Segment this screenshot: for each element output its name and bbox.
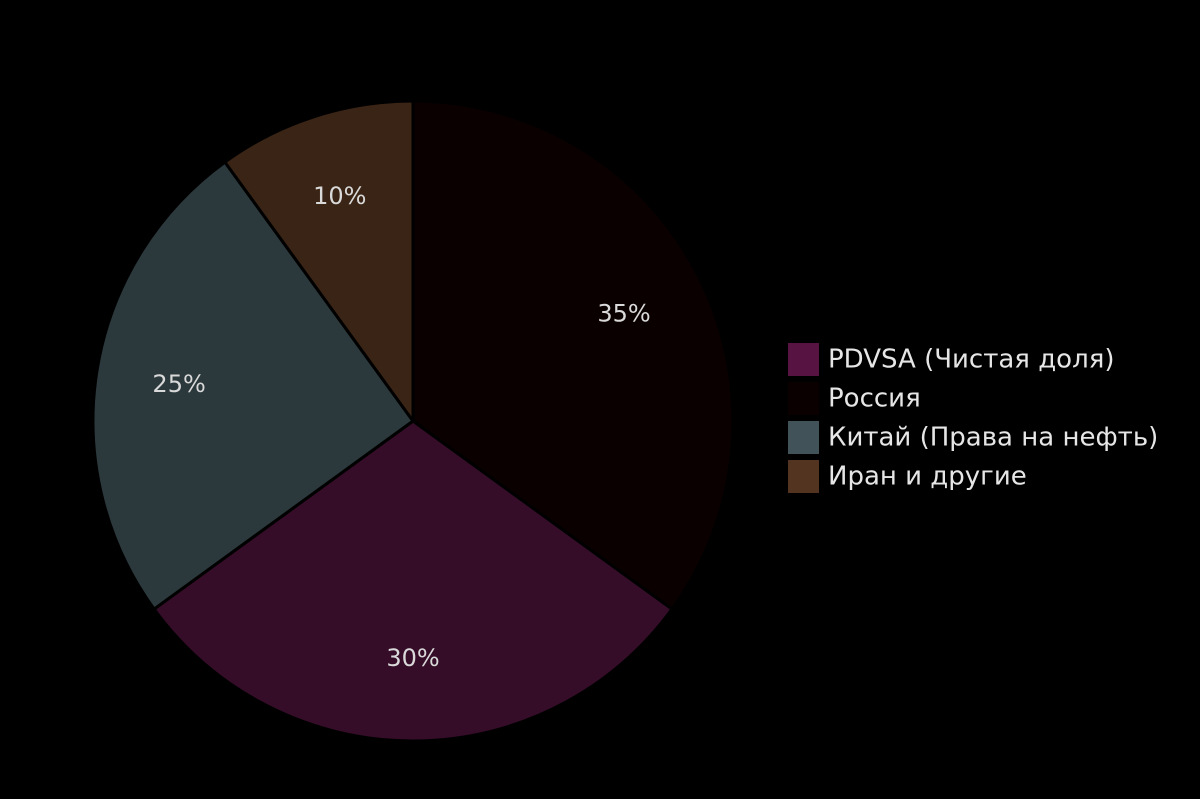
legend-label-3: Китай (Права на нефть) — [828, 423, 1158, 453]
pie-slice-label-1: 35% — [597, 300, 650, 328]
pie-slice-1 — [411, 99, 735, 611]
legend-label-4: Иран и другие — [828, 462, 1027, 492]
legend-swatch-4 — [788, 460, 819, 493]
legend-item-3: Китай (Права на нефть) — [788, 421, 1158, 454]
legend-swatch-3 — [788, 421, 819, 454]
pie-slice-label-2: 30% — [386, 644, 439, 672]
legend-swatch-2 — [788, 382, 819, 415]
pie-slice-label-3: 25% — [152, 370, 205, 398]
pie-slice-2 — [152, 419, 674, 743]
pie-slice-4 — [223, 99, 415, 423]
pie-slice-labels: 35% 30% 25% 10% — [152, 182, 650, 672]
legend-label-1: PDVSA (Чистая доля) — [828, 345, 1115, 375]
pie-slice-label-4: 10% — [313, 182, 366, 210]
legend-item-4: Иран и другие — [788, 460, 1027, 493]
legend-swatch-1 — [788, 343, 819, 376]
legend-label-2: Россия — [828, 384, 921, 414]
pie-slice-3 — [91, 160, 415, 611]
pie-slices — [91, 99, 735, 743]
legend-item-2: Россия — [788, 382, 921, 415]
legend-item-1: PDVSA (Чистая доля) — [788, 343, 1115, 376]
chart-legend: PDVSA (Чистая доля) Россия Китай (Права на… — [788, 343, 1158, 493]
